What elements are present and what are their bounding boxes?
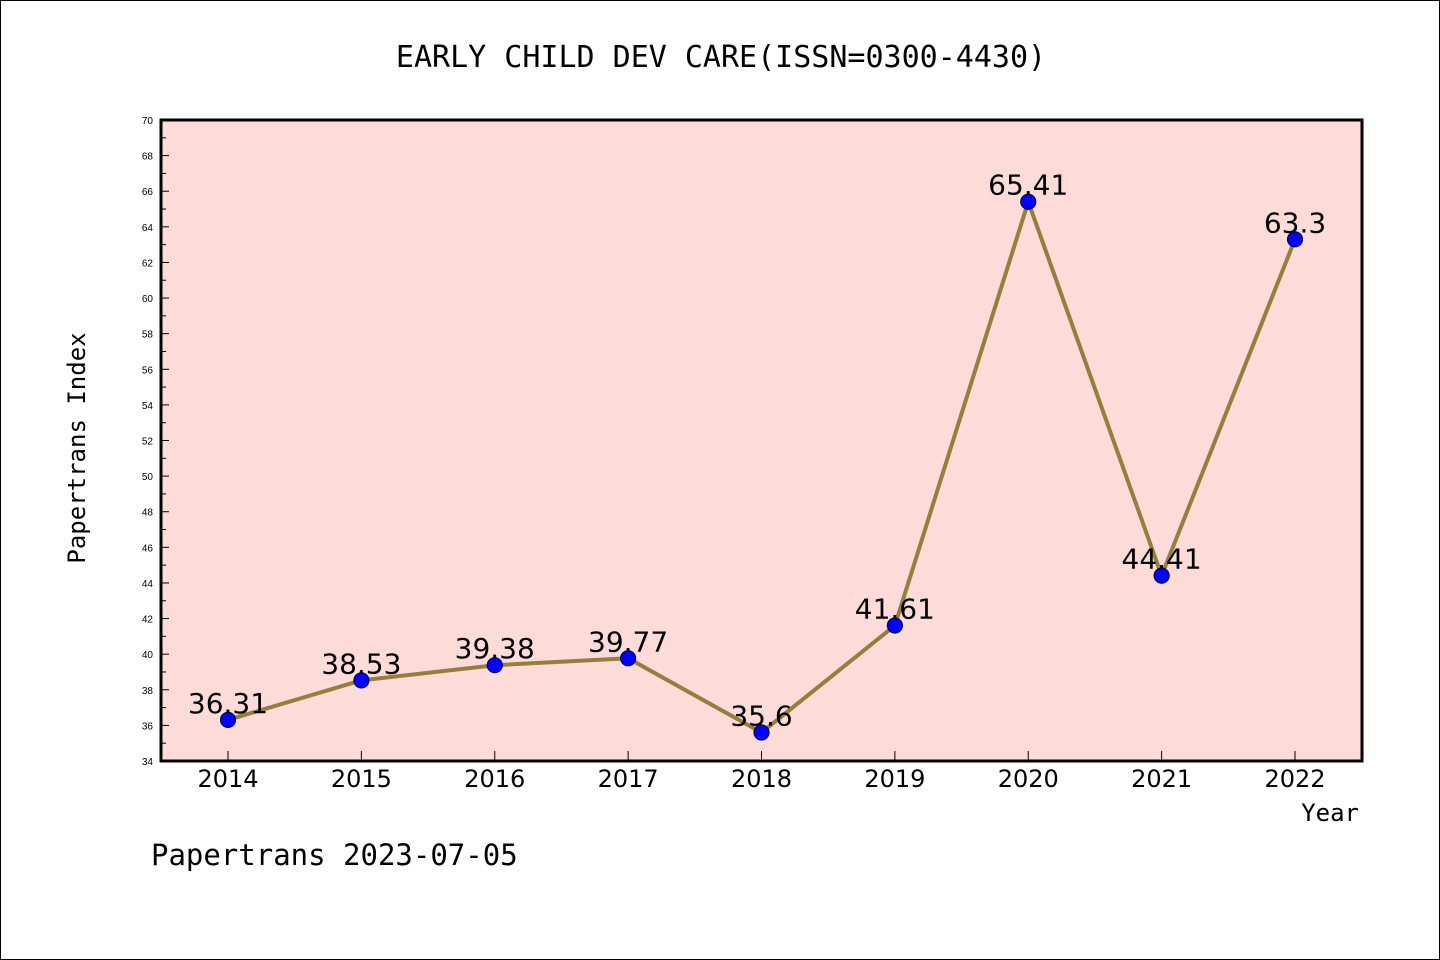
y-tick-label: 64: [142, 223, 154, 234]
data-point: [219, 711, 237, 728]
y-tick-label: 36: [142, 721, 154, 732]
x-tick-label: 2022: [1264, 765, 1325, 793]
y-tick-label: 34: [142, 757, 154, 768]
data-point: [1020, 193, 1037, 210]
y-tick-label: 50: [142, 472, 154, 483]
chart-title: EARLY CHILD DEV CARE(ISSN=0300-4430): [396, 40, 1046, 75]
y-tick-label: 62: [142, 258, 154, 269]
x-tick-label: 2014: [197, 765, 258, 793]
x-tick-label: 2016: [464, 765, 525, 793]
data-point: [620, 650, 637, 667]
data-point: [353, 672, 370, 689]
x-tick-label: 2015: [331, 765, 392, 793]
data-point: [486, 657, 503, 674]
x-axis-label: Year: [1301, 799, 1359, 827]
y-tick-label: 68: [142, 152, 154, 163]
x-tick-label: 2019: [864, 765, 925, 793]
data-point: [1153, 567, 1170, 584]
y-tick-label: 70: [142, 116, 154, 127]
y-axis: 34 36 38 40 42 44 46 48 50 52 54 56 58 60 62 64 66 68 70: [142, 116, 169, 768]
y-tick-label: 42: [142, 615, 154, 626]
y-tick-label: 52: [142, 437, 154, 448]
y-axis-label: Papertrans Index: [63, 332, 91, 563]
y-tick-label: 54: [142, 401, 154, 412]
data-point: [753, 724, 770, 741]
x-tick-label: 2020: [998, 765, 1059, 793]
y-tick-label: 66: [142, 187, 154, 198]
x-axis: 2014 2015 2016 2017 2018 2019 2020 2021 2022: [197, 751, 1326, 793]
y-tick-label: 46: [142, 543, 154, 554]
x-tick-label: 2021: [1131, 765, 1192, 793]
y-tick-label: 44: [142, 579, 154, 590]
y-tick-label: 58: [142, 330, 154, 341]
footer-caption: Papertrans 2023-07-05: [151, 838, 518, 872]
x-tick-label: 2017: [598, 765, 659, 793]
y-tick-label: 60: [142, 294, 154, 305]
data-point: [886, 617, 903, 634]
x-tick-label: 2018: [731, 765, 792, 793]
y-tick-label: 40: [142, 650, 154, 661]
plot-area: [159, 118, 1364, 763]
y-tick-label: 56: [142, 365, 154, 376]
data-point: [1286, 231, 1304, 248]
y-tick-label: 48: [142, 508, 154, 519]
y-tick-label: 38: [142, 686, 154, 697]
